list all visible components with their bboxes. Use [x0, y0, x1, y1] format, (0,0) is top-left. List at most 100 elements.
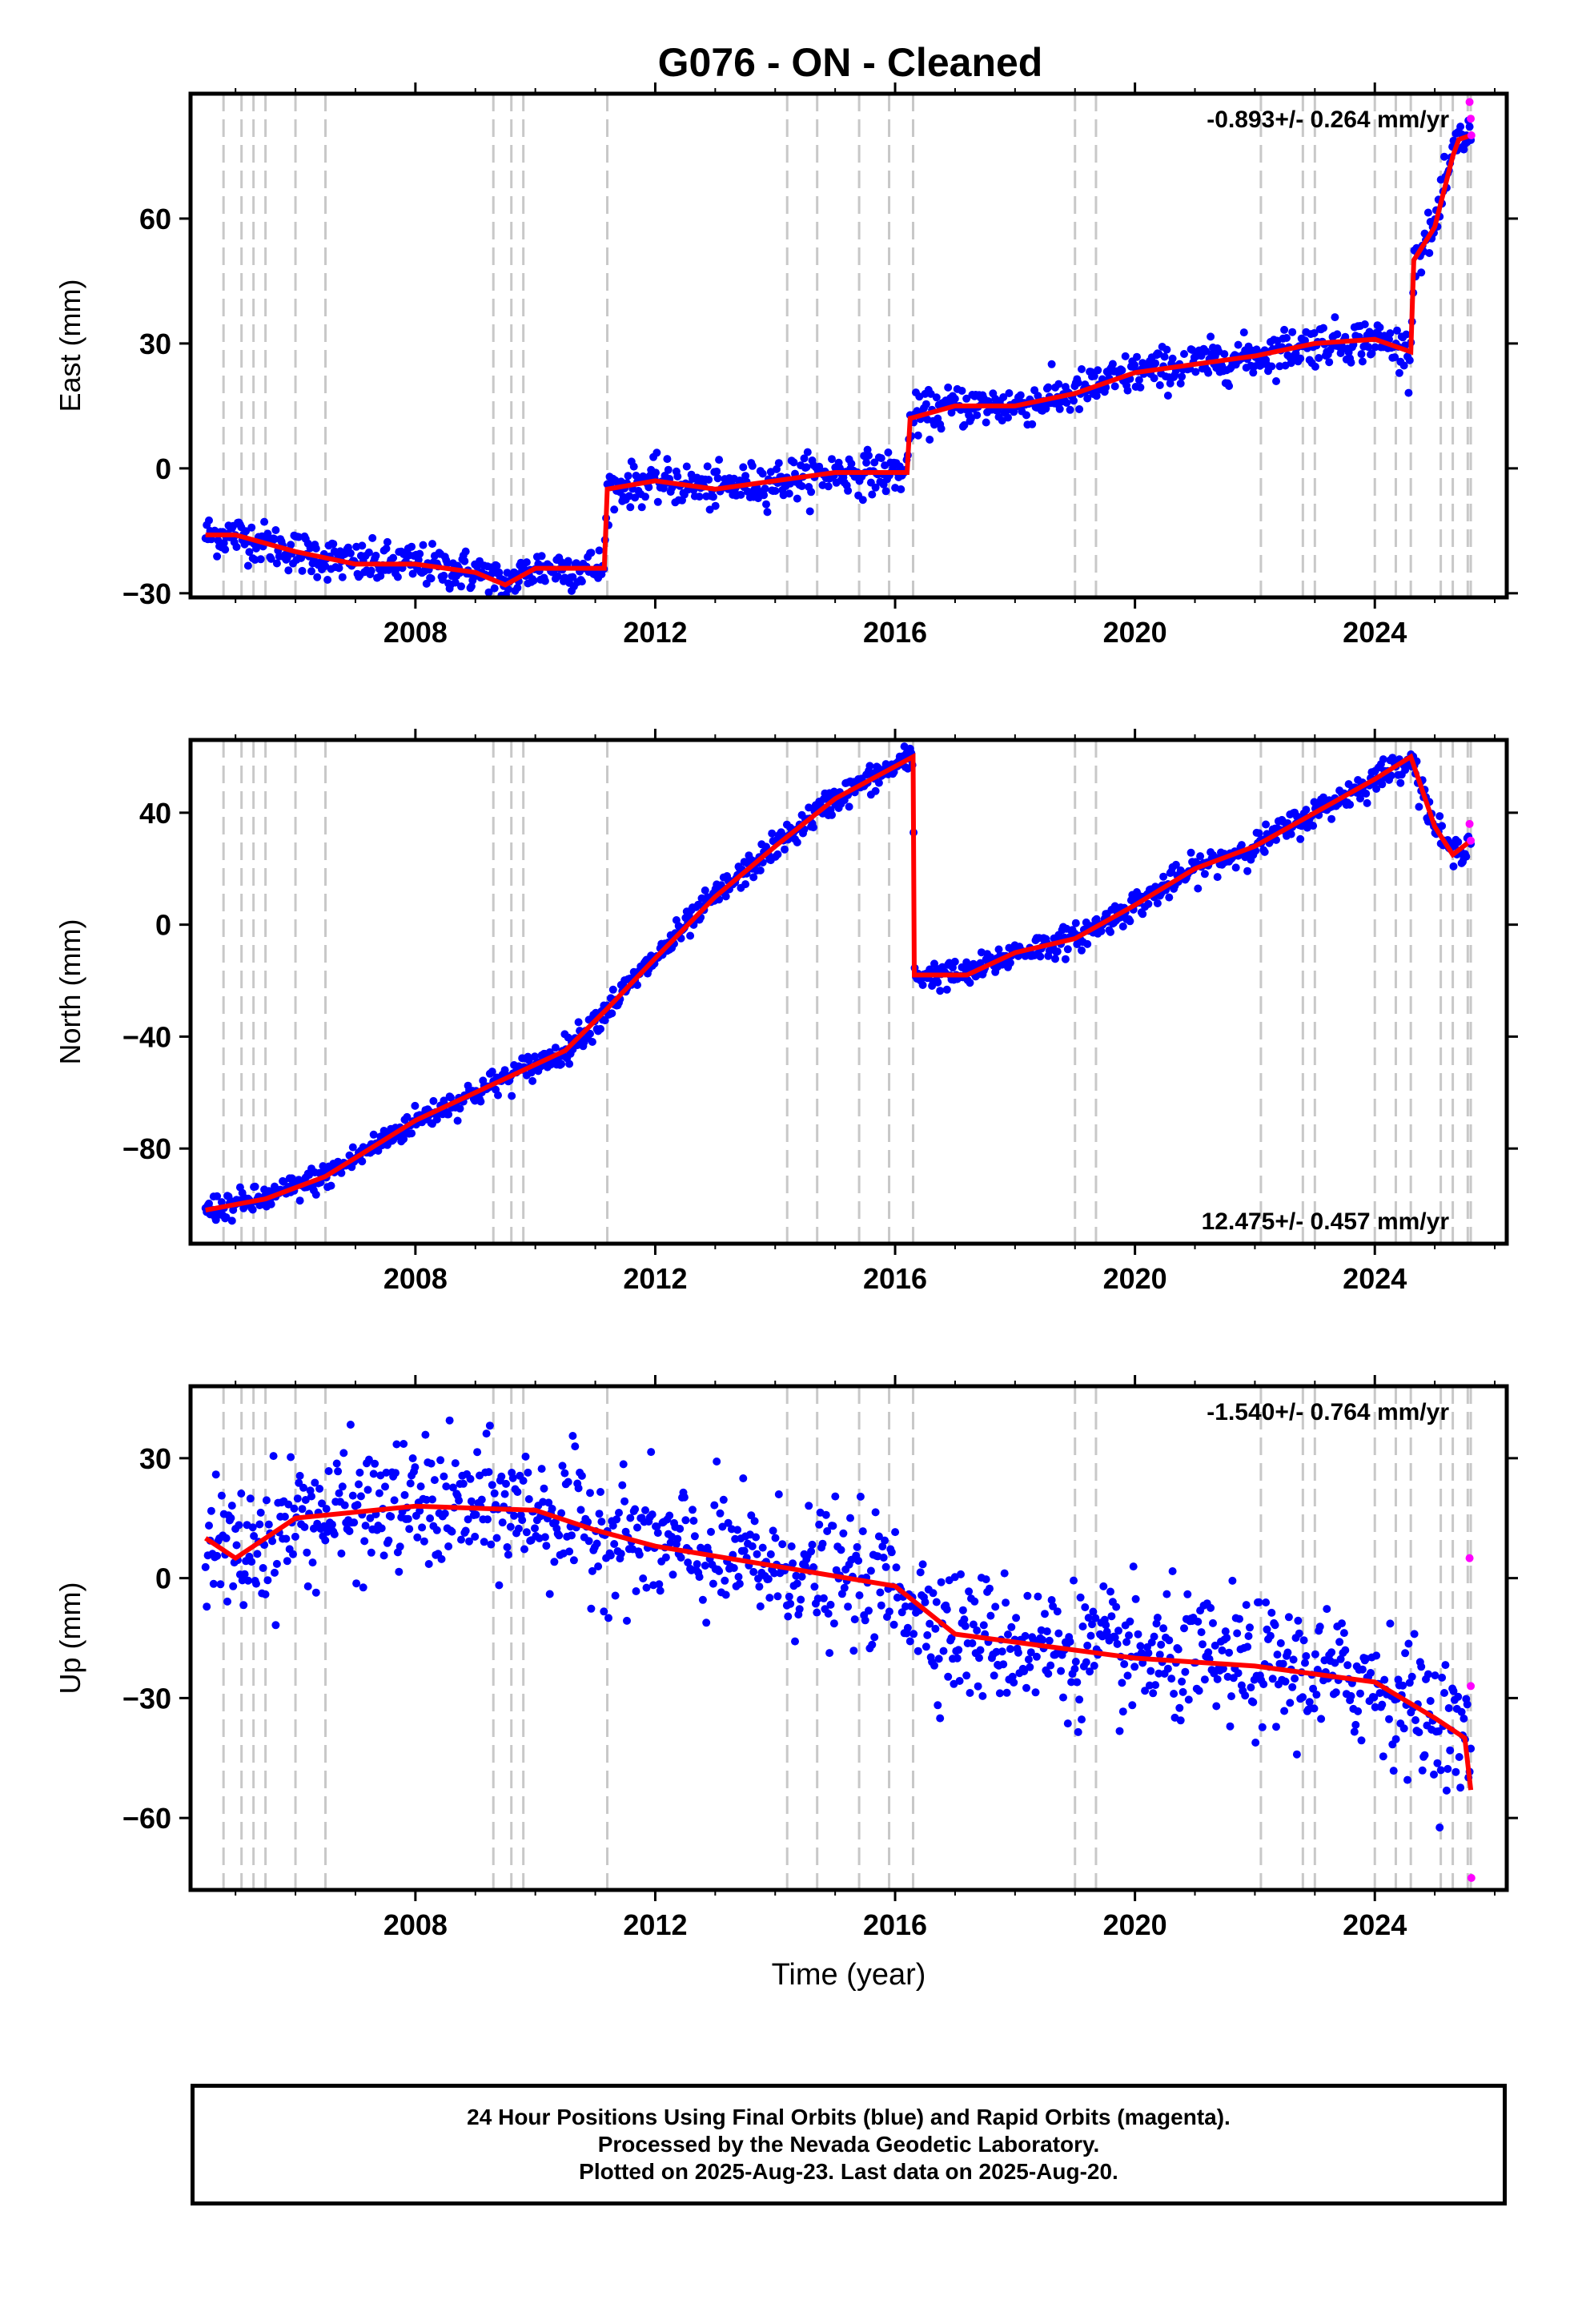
data-point: [979, 1621, 988, 1630]
data-point: [1088, 1620, 1096, 1629]
data-point: [574, 1484, 583, 1493]
data-point: [1255, 1598, 1263, 1606]
data-point: [1076, 1593, 1085, 1602]
data-point: [289, 1550, 297, 1558]
data-point: [934, 1701, 942, 1710]
data-point: [1405, 356, 1414, 364]
data-point: [339, 1449, 348, 1458]
data-point: [709, 1579, 717, 1588]
data-point: [392, 1440, 401, 1449]
data-point: [995, 1689, 1004, 1698]
data-point: [1386, 329, 1395, 338]
data-point: [1213, 873, 1222, 882]
rapid-orbit-points: [1465, 98, 1476, 139]
data-point: [837, 1590, 846, 1598]
data-point: [1021, 1631, 1030, 1640]
data-point: [1176, 1716, 1185, 1725]
y-axis-label: North (mm): [54, 919, 86, 1065]
data-point: [405, 1525, 414, 1534]
data-point: [1218, 1646, 1227, 1655]
data-point: [346, 549, 355, 557]
data-point: [897, 485, 905, 493]
caption-box: 24 Hour Positions Using Final Orbits (bl…: [191, 2084, 1507, 2205]
data-point: [382, 1468, 391, 1477]
data-point: [1399, 1681, 1407, 1690]
data-point: [1310, 329, 1319, 337]
data-point: [960, 1615, 969, 1624]
data-point: [460, 557, 469, 565]
data-point: [472, 1510, 480, 1519]
data-point: [1302, 1652, 1311, 1660]
data-point: [966, 979, 974, 987]
data-point: [1467, 1744, 1476, 1753]
data-point: [1315, 1622, 1324, 1631]
data-point: [577, 577, 586, 586]
data-point: [1074, 379, 1082, 387]
data-point: [201, 1562, 210, 1571]
data-point: [256, 1508, 265, 1517]
data-point: [311, 1190, 320, 1199]
data-point: [1380, 1675, 1389, 1684]
data-point: [1134, 376, 1143, 384]
data-point: [363, 1486, 372, 1494]
data-point: [631, 1505, 640, 1514]
data-point: [966, 1689, 974, 1697]
data-point: [1291, 1675, 1299, 1683]
data-point: [986, 1611, 995, 1620]
data-point: [1078, 1622, 1087, 1630]
data-point: [1311, 362, 1319, 371]
rapid-orbit-points: [1465, 819, 1476, 845]
data-point: [295, 1196, 304, 1205]
data-point: [885, 1607, 893, 1616]
data-point: [207, 1506, 215, 1515]
data-point: [1121, 352, 1130, 360]
data-point: [1462, 852, 1471, 861]
data-point: [364, 548, 373, 557]
model-line: [205, 752, 1472, 1213]
data-point: [369, 1130, 378, 1139]
data-point: [519, 1477, 528, 1485]
data-point: [809, 823, 817, 832]
data-point: [1396, 778, 1405, 787]
data-point: [403, 1112, 412, 1121]
data-point: [1000, 1569, 1009, 1578]
data-point: [1405, 1679, 1414, 1687]
data-point: [565, 1059, 574, 1068]
data-point: [1420, 1751, 1429, 1759]
data-point: [1415, 1728, 1423, 1737]
data-point: [330, 1530, 339, 1538]
data-point: [710, 1501, 719, 1510]
data-point: [1031, 1688, 1040, 1697]
data-point: [1331, 1688, 1340, 1697]
data-point: [716, 1509, 725, 1518]
data-point: [1174, 1645, 1182, 1654]
data-point: [913, 431, 922, 440]
data-point: [308, 1558, 317, 1567]
data-point: [844, 1602, 853, 1611]
data-point: [261, 1590, 270, 1598]
data-point: [263, 1576, 272, 1585]
data-point: [1367, 1669, 1375, 1677]
data-point: [1347, 1691, 1355, 1700]
data-point: [1183, 1590, 1192, 1598]
data-point: [652, 1522, 661, 1531]
data-point: [970, 1597, 979, 1606]
data-point: [537, 1465, 546, 1474]
data-point: [858, 496, 867, 505]
data-point: [868, 1640, 877, 1649]
data-point: [1425, 249, 1434, 257]
data-point: [1049, 1602, 1058, 1610]
data-point: [437, 1554, 446, 1563]
data-point: [1331, 313, 1339, 322]
data-point: [459, 1479, 468, 1488]
data-point: [1426, 1697, 1435, 1705]
data-point: [761, 485, 769, 493]
data-point: [586, 1489, 594, 1498]
data-point: [1012, 1614, 1021, 1622]
data-point: [243, 561, 252, 570]
data-point: [930, 1661, 938, 1670]
data-point: [272, 1559, 281, 1568]
data-point: [596, 1488, 604, 1496]
data-point: [1106, 1587, 1114, 1596]
